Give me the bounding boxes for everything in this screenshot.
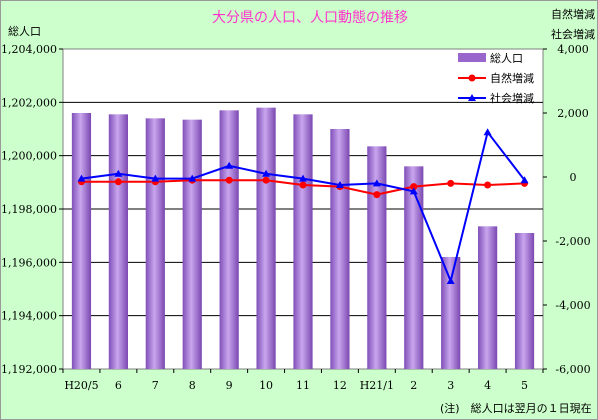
x-tick-label: H20/5: [64, 379, 98, 392]
left-axis-title: 総人口: [8, 24, 41, 38]
right-tick-label: 2,000: [557, 107, 589, 120]
social-change-point: [335, 181, 344, 188]
x-tick-label: H21/1: [360, 379, 394, 392]
x-tick-label: 4: [484, 379, 491, 392]
bar: [71, 113, 92, 369]
social-change-point: [77, 174, 86, 182]
left-tick-label: 1,198,000: [1, 203, 57, 216]
right-axis-ticks: -6,000 -4,000 -2,000 0 2,000 4,000: [543, 43, 591, 376]
line-series: [77, 128, 529, 285]
right-axis-title-natural: 自然増減: [551, 7, 595, 21]
social-change-point: [188, 174, 197, 182]
social-change-point: [151, 174, 160, 182]
natural-change-point: [114, 178, 122, 186]
right-tick-label: -4,000: [555, 299, 590, 312]
bar: [367, 146, 387, 369]
social-change-point: [446, 277, 455, 284]
legend-label-total: 総人口: [490, 51, 523, 65]
bar: [145, 118, 165, 369]
legend-marker-natural: [468, 74, 476, 82]
bar: [514, 233, 535, 369]
natural-change-point: [484, 181, 492, 189]
legend-label-natural: 自然増減: [490, 71, 534, 85]
social-change-point: [299, 174, 307, 182]
bar: [478, 226, 498, 369]
bar: [330, 129, 350, 369]
x-tick-label: 8: [189, 379, 196, 392]
natural-change-point: [262, 176, 270, 184]
x-axis-ticks: H20/5 6 7 8 9 10 11 12 H21/1 2 3 4 5: [62, 369, 544, 392]
left-tick-label: 1,192,000: [1, 363, 57, 376]
legend-marker-social: [468, 94, 476, 101]
x-tick-label: 12: [333, 379, 347, 392]
legend: 総人口 自然増減 社会増減: [458, 51, 534, 105]
right-tick-label: 0: [570, 171, 577, 184]
bar: [182, 119, 202, 370]
social-change-point: [520, 176, 529, 184]
legend-label-social: 社会増減: [490, 91, 534, 105]
bar: [219, 110, 239, 369]
x-tick-label: 3: [447, 379, 454, 392]
social-change-point: [262, 169, 271, 177]
left-tick-label: 1,200,000: [1, 150, 57, 163]
natural-change-point: [225, 176, 233, 184]
bar: [108, 114, 128, 369]
x-tick-label: 7: [152, 379, 159, 392]
x-tick-label: 2: [410, 379, 417, 392]
x-tick-label: 10: [259, 379, 273, 392]
natural-change-point: [447, 179, 455, 187]
legend-swatch-total: [458, 53, 486, 62]
left-axis-ticks: 1,192,000 1,194,000 1,196,000 1,198,000 1,20…: [1, 43, 63, 376]
bar: [404, 166, 424, 369]
right-axis-title-social: 社会増減: [551, 27, 595, 41]
x-tick-label: 9: [226, 379, 233, 392]
x-tick-label: 6: [115, 379, 122, 392]
left-tick-label: 1,196,000: [1, 256, 57, 269]
right-tick-label: -2,000: [555, 235, 590, 248]
social-change-point: [483, 128, 492, 136]
social-change-point: [372, 179, 381, 187]
chart-title: 大分県の人口、人口動態の推移: [212, 10, 408, 26]
natural-change-point: [373, 191, 381, 199]
bar: [256, 107, 276, 370]
social-change-point: [225, 161, 234, 169]
social-change-point: [114, 169, 123, 177]
right-tick-label: -6,000: [555, 363, 590, 376]
social-change-point: [409, 187, 418, 195]
footnote: (注) 総人口は翌月の１日現在: [440, 401, 592, 415]
right-tick-label: 4,000: [557, 43, 589, 56]
x-tick-label: 5: [521, 379, 528, 392]
natural-change-point: [410, 183, 418, 191]
left-tick-label: 1,202,000: [1, 96, 57, 109]
left-tick-label: 1,194,000: [1, 310, 57, 323]
bar: [293, 114, 313, 369]
x-tick-label: 11: [296, 379, 310, 392]
natural-change-point: [299, 181, 307, 189]
bar: [441, 257, 461, 369]
left-tick-label: 1,204,000: [1, 43, 57, 56]
